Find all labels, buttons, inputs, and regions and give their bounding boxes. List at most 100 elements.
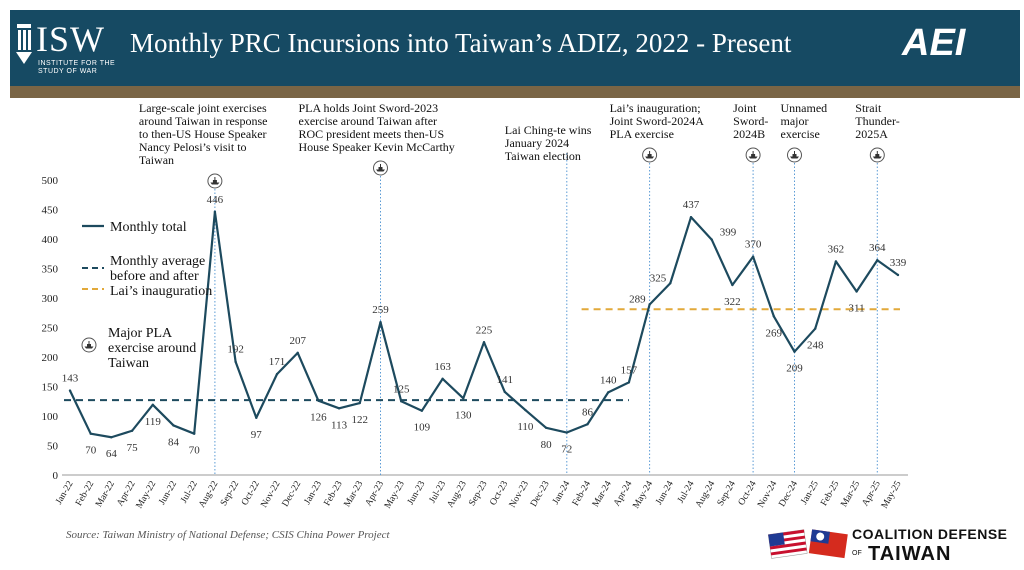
data-label: 97: [251, 429, 263, 441]
coalition-text-line1: COALITION DEFENSE: [852, 526, 1008, 542]
data-point: [130, 429, 134, 432]
source-note: Source: Taiwan Ministry of National Defe…: [66, 529, 390, 541]
data-point: [213, 210, 217, 214]
x-tick-label: May-24: [631, 479, 655, 510]
data-label: 437: [683, 199, 700, 211]
data-point: [814, 327, 817, 330]
data-label: 110: [517, 421, 534, 433]
data-label: 207: [289, 335, 306, 347]
y-tick-label: 300: [42, 293, 59, 305]
data-point: [772, 315, 775, 318]
data-label: 269: [766, 327, 783, 339]
x-tick-label: Jul-23: [428, 479, 449, 505]
x-tick-label: Apr-25: [861, 479, 883, 508]
data-label: 339: [890, 257, 907, 269]
x-tick-label: Jul-24: [676, 479, 697, 505]
event-annotation-text: 2024B: [733, 127, 765, 141]
y-tick-label: 500: [42, 175, 59, 187]
event-annotation-text: PLA exercise: [610, 127, 674, 141]
event-annotation-text: exercise: [781, 127, 820, 141]
x-tick-label: Mar-22: [94, 479, 117, 509]
y-tick-label: 350: [42, 264, 59, 276]
data-point: [855, 290, 858, 293]
event-annotation-text: Lai Ching-te wins: [505, 123, 592, 137]
data-point: [317, 399, 320, 402]
x-tick-label: Jan-24: [551, 479, 572, 506]
x-tick-label: Oct-24: [737, 479, 759, 507]
data-label: 163: [434, 361, 451, 373]
data-point: [337, 407, 341, 410]
event-annotation-text: Nancy Pelosi’s visit to: [139, 140, 247, 154]
data-point: [793, 350, 796, 353]
data-point: [420, 409, 424, 412]
event-annotation-text: Large-scale joint exercises: [139, 101, 267, 115]
data-label: 143: [62, 373, 79, 385]
data-point: [110, 436, 113, 439]
data-label: 209: [786, 363, 803, 375]
data-label: 259: [372, 304, 389, 316]
data-point: [172, 424, 175, 427]
y-tick-label: 450: [42, 205, 59, 217]
y-tick-label: 150: [42, 382, 59, 394]
x-tick-label: Apr-24: [612, 479, 634, 508]
x-tick-label: Apr-22: [115, 479, 137, 508]
data-label: 130: [455, 409, 472, 421]
data-point: [731, 283, 734, 287]
event-annotation-text: ROC president meets then-US: [299, 127, 445, 141]
x-tick-label: Nov-23: [508, 479, 531, 509]
event-annotation-text: exercise around Taiwan after: [299, 114, 438, 128]
x-tick-label: Feb-22: [74, 479, 96, 508]
data-point: [462, 397, 465, 400]
x-tick-label: Dec-22: [281, 479, 304, 508]
data-label: 75: [127, 442, 139, 454]
x-tick-label: Aug-22: [197, 479, 220, 509]
event-annotation-text: Sword-: [733, 114, 768, 128]
data-label: 86: [582, 406, 594, 418]
data-label: 171: [269, 356, 286, 368]
x-tick-label: Oct-22: [240, 479, 262, 507]
y-tick-label: 400: [42, 234, 59, 246]
data-point: [400, 400, 403, 403]
event-annotation-text: Thunder-: [855, 114, 899, 128]
data-label: 125: [393, 383, 410, 395]
x-tick-label: Jan-22: [54, 479, 75, 506]
data-point: [751, 255, 755, 258]
legend-label-average: Lai’s inauguration: [110, 284, 212, 299]
x-tick-label: Sep-24: [716, 479, 738, 508]
x-tick-label: Dec-23: [529, 479, 552, 508]
data-label: 70: [189, 445, 201, 457]
data-point: [896, 273, 900, 277]
data-point: [441, 377, 444, 381]
x-tick-label: Nov-24: [756, 479, 779, 509]
data-point: [151, 403, 154, 406]
legend-label-exercise: Major PLA: [108, 326, 173, 341]
warship-icon-glyph: [645, 151, 655, 159]
header-accent-bar: [10, 86, 1020, 98]
data-label: 325: [650, 272, 667, 284]
x-tick-label: Mar-23: [343, 479, 366, 509]
x-tick-label: Feb-24: [571, 479, 593, 508]
x-tick-label: Dec-24: [777, 479, 800, 508]
data-label: 225: [476, 324, 493, 336]
isw-logo-subtext: INSTITUTE FOR THE STUDY OF WAR: [38, 60, 116, 75]
data-label: 72: [561, 444, 572, 456]
x-tick-label: Mar-25: [839, 479, 862, 509]
data-point: [834, 260, 838, 263]
data-label: 248: [807, 340, 824, 352]
data-point: [296, 351, 299, 355]
data-label: 113: [331, 419, 348, 431]
y-tick-label: 250: [42, 323, 59, 335]
data-point: [544, 426, 548, 429]
aei-logo: AEI: [902, 22, 966, 64]
event-annotation-text: to then-US House Speaker: [139, 127, 267, 141]
data-label: 126: [310, 412, 327, 424]
x-tick-label: Jun-23: [406, 479, 428, 507]
x-tick-label: Aug-23: [446, 479, 469, 509]
isw-logo: ISW INSTITUTE FOR THE STUDY OF WAR: [14, 16, 116, 76]
x-tick-label: Sep-22: [219, 479, 241, 508]
data-label: 362: [828, 243, 845, 255]
x-tick-label: Jun-24: [654, 479, 676, 507]
y-tick-label: 100: [42, 411, 59, 423]
data-point: [358, 401, 361, 405]
